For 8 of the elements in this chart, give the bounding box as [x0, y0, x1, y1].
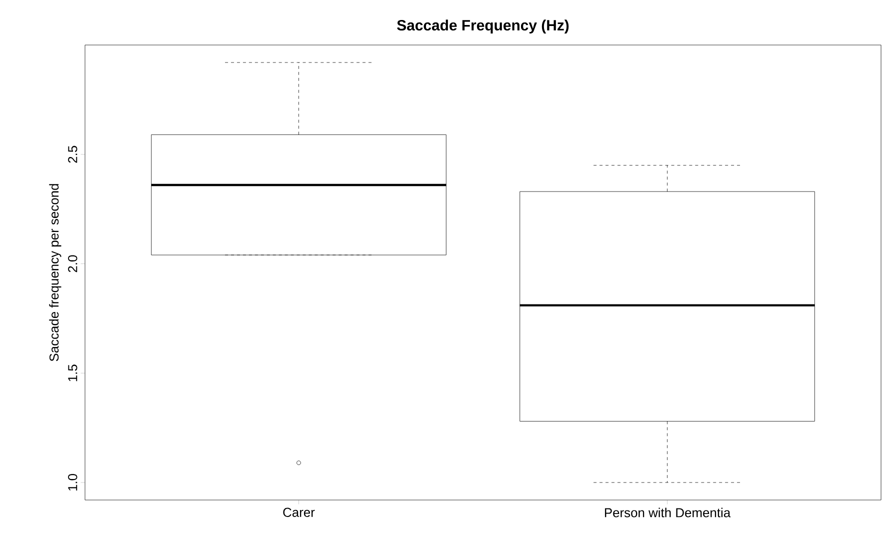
y-tick-label: 1.0: [68, 474, 78, 491]
x-tick-label: Carer: [283, 508, 315, 517]
chart-title: Saccade Frequency (Hz): [397, 20, 569, 34]
y-axis-title: Saccade frequency per second: [49, 184, 62, 362]
y-tick-label: 2.0: [68, 255, 78, 272]
y-tick-label: 2.5: [68, 146, 78, 163]
x-tick-label: Person with Dementia: [604, 508, 731, 518]
y-tick-label: 1.5: [68, 364, 78, 382]
